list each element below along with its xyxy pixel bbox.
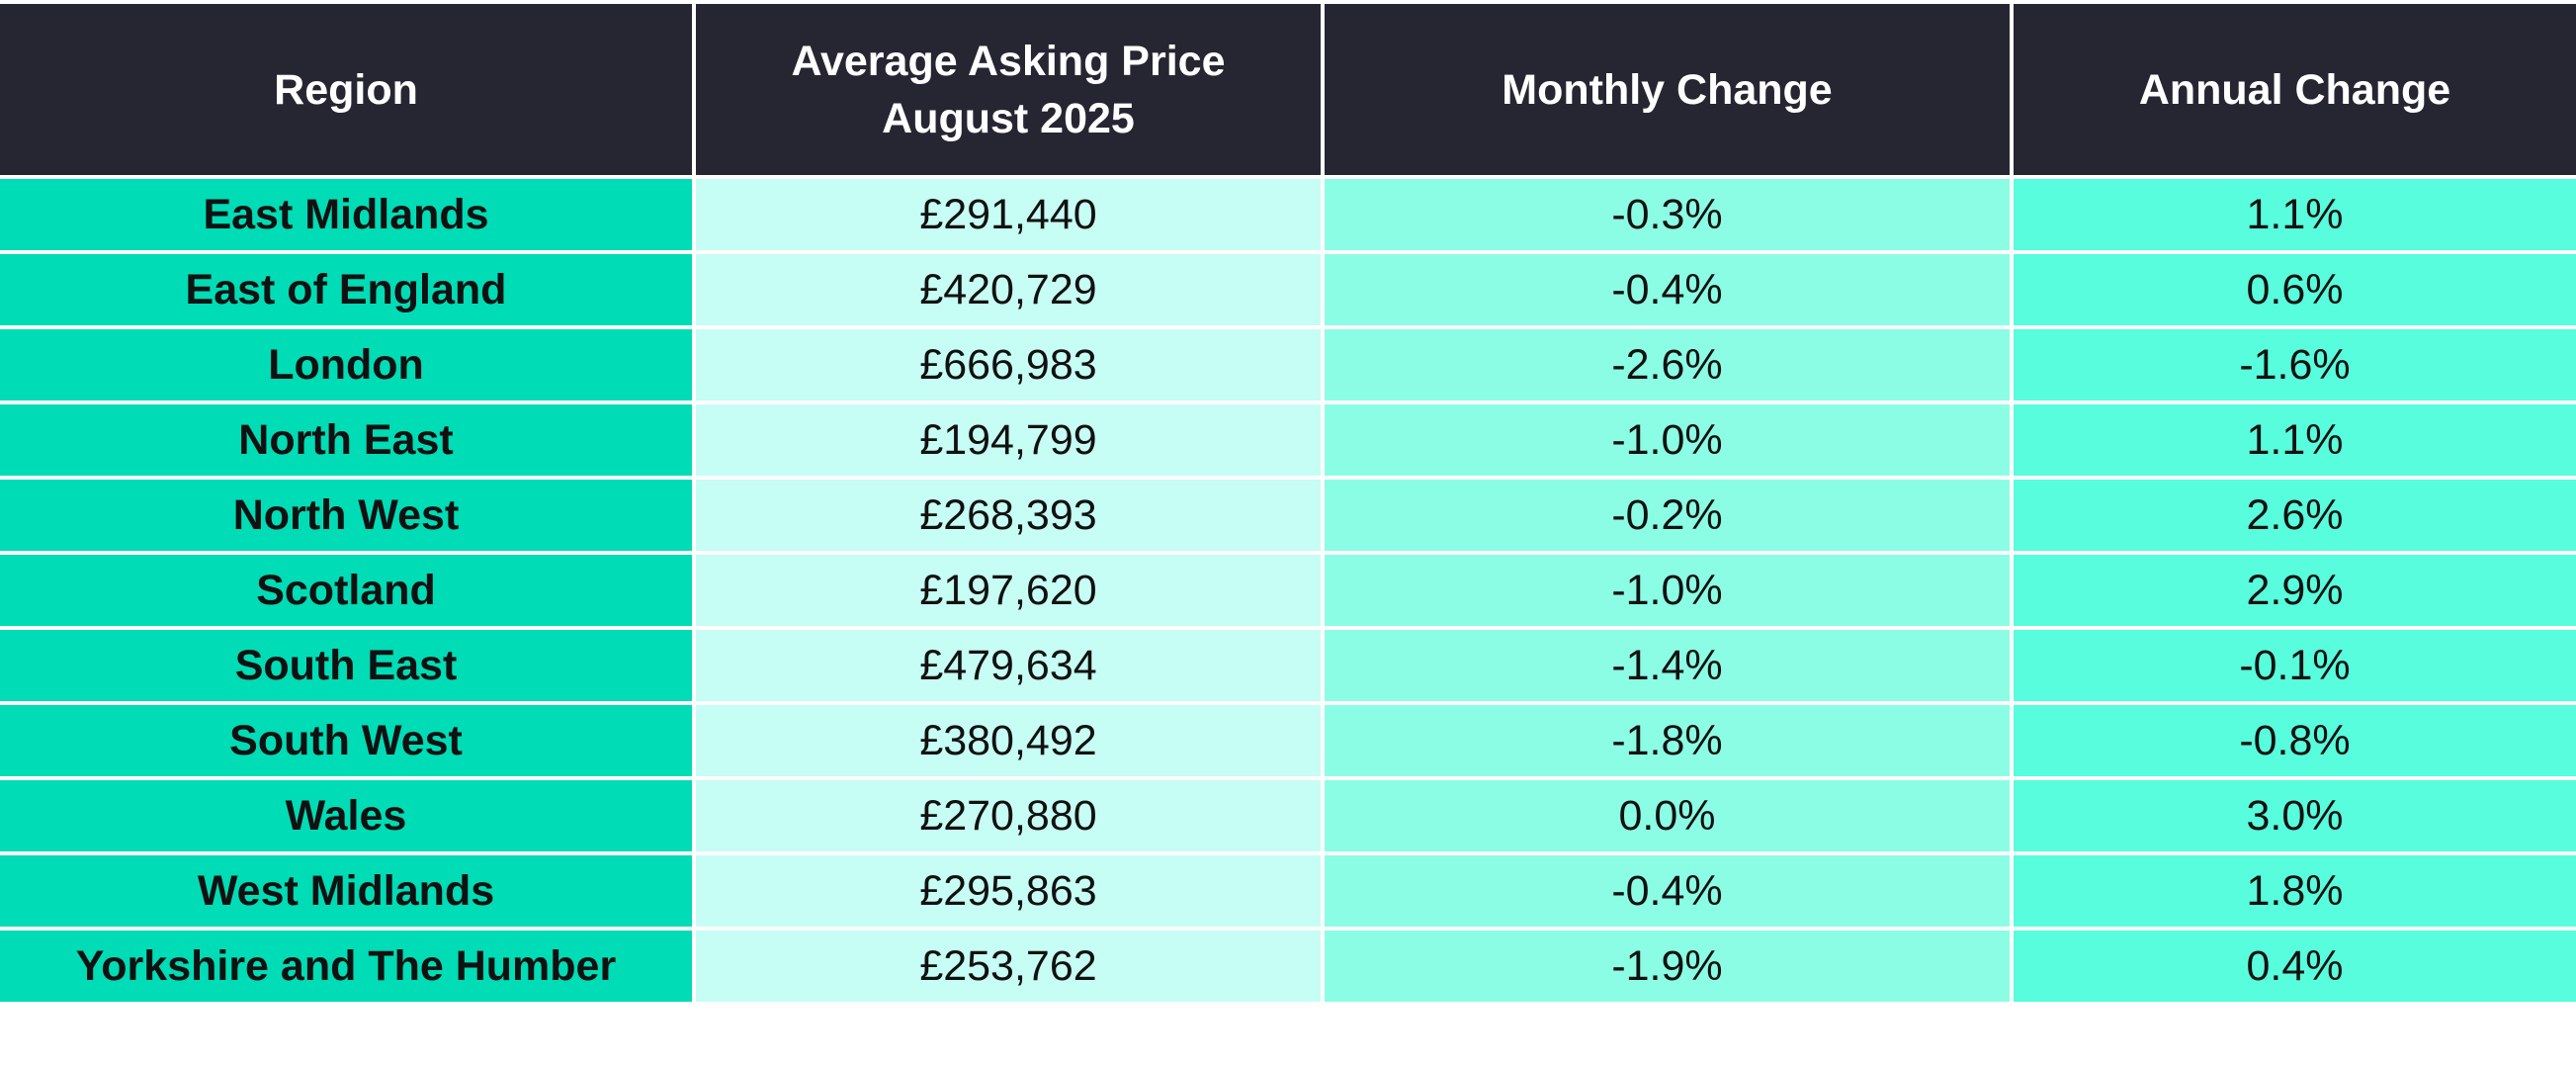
- header-price-line1: Average Asking Price: [791, 37, 1226, 85]
- annual-change-cell: -1.6%: [2010, 325, 2576, 404]
- region-cell: North East: [0, 400, 696, 480]
- table-row: West Midlands £295,863 -0.4% 1.8%: [0, 851, 2576, 931]
- price-cell: £479,634: [692, 626, 1325, 705]
- monthly-change-cell: -1.0%: [1321, 400, 2014, 480]
- price-cell: £291,440: [692, 175, 1325, 254]
- table-row: Yorkshire and The Humber £253,762 -1.9% …: [0, 927, 2576, 1006]
- table-row: South West £380,492 -1.8% -0.8%: [0, 701, 2576, 780]
- asking-price-table-container: Region Average Asking Price August 2025 …: [0, 4, 2576, 1006]
- table-row: Scotland £197,620 -1.0% 2.9%: [0, 551, 2576, 630]
- price-cell: £420,729: [692, 250, 1325, 329]
- annual-change-cell: 0.4%: [2010, 927, 2576, 1006]
- table-row: North East £194,799 -1.0% 1.1%: [0, 400, 2576, 480]
- header-average-asking-price: Average Asking Price August 2025: [692, 4, 1325, 179]
- monthly-change-cell: -0.2%: [1321, 476, 2014, 555]
- annual-change-cell: 2.6%: [2010, 476, 2576, 555]
- price-cell: £295,863: [692, 851, 1325, 931]
- annual-change-cell: 1.8%: [2010, 851, 2576, 931]
- table-body: East Midlands £291,440 -0.3% 1.1% East o…: [0, 175, 2576, 1006]
- annual-change-cell: -0.8%: [2010, 701, 2576, 780]
- header-region: Region: [0, 4, 696, 179]
- monthly-change-cell: 0.0%: [1321, 776, 2014, 855]
- monthly-change-cell: -0.4%: [1321, 250, 2014, 329]
- table-row: North West £268,393 -0.2% 2.6%: [0, 476, 2576, 555]
- monthly-change-cell: -1.4%: [1321, 626, 2014, 705]
- asking-price-table: Region Average Asking Price August 2025 …: [0, 4, 2576, 1006]
- table-row: East of England £420,729 -0.4% 0.6%: [0, 250, 2576, 329]
- price-cell: £380,492: [692, 701, 1325, 780]
- price-cell: £268,393: [692, 476, 1325, 555]
- annual-change-cell: 1.1%: [2010, 175, 2576, 254]
- table-header: Region Average Asking Price August 2025 …: [0, 4, 2576, 179]
- table-row: South East £479,634 -1.4% -0.1%: [0, 626, 2576, 705]
- header-row: Region Average Asking Price August 2025 …: [0, 4, 2576, 179]
- price-cell: £666,983: [692, 325, 1325, 404]
- price-cell: £253,762: [692, 927, 1325, 1006]
- region-cell: Wales: [0, 776, 696, 855]
- monthly-change-cell: -2.6%: [1321, 325, 2014, 404]
- annual-change-cell: 2.9%: [2010, 551, 2576, 630]
- monthly-change-cell: -1.8%: [1321, 701, 2014, 780]
- header-price-line2: August 2025: [882, 94, 1135, 142]
- table-row: London £666,983 -2.6% -1.6%: [0, 325, 2576, 404]
- region-cell: South East: [0, 626, 696, 705]
- monthly-change-cell: -0.4%: [1321, 851, 2014, 931]
- price-cell: £197,620: [692, 551, 1325, 630]
- region-cell: East Midlands: [0, 175, 696, 254]
- price-cell: £194,799: [692, 400, 1325, 480]
- price-cell: £270,880: [692, 776, 1325, 855]
- annual-change-cell: -0.1%: [2010, 626, 2576, 705]
- region-cell: Scotland: [0, 551, 696, 630]
- region-cell: South West: [0, 701, 696, 780]
- header-annual-change: Annual Change: [2010, 4, 2576, 179]
- region-cell: North West: [0, 476, 696, 555]
- region-cell: Yorkshire and The Humber: [0, 927, 696, 1006]
- monthly-change-cell: -1.9%: [1321, 927, 2014, 1006]
- table-row: East Midlands £291,440 -0.3% 1.1%: [0, 175, 2576, 254]
- annual-change-cell: 1.1%: [2010, 400, 2576, 480]
- region-cell: West Midlands: [0, 851, 696, 931]
- region-cell: London: [0, 325, 696, 404]
- table-row: Wales £270,880 0.0% 3.0%: [0, 776, 2576, 855]
- annual-change-cell: 3.0%: [2010, 776, 2576, 855]
- monthly-change-cell: -0.3%: [1321, 175, 2014, 254]
- monthly-change-cell: -1.0%: [1321, 551, 2014, 630]
- annual-change-cell: 0.6%: [2010, 250, 2576, 329]
- region-cell: East of England: [0, 250, 696, 329]
- header-monthly-change: Monthly Change: [1321, 4, 2014, 179]
